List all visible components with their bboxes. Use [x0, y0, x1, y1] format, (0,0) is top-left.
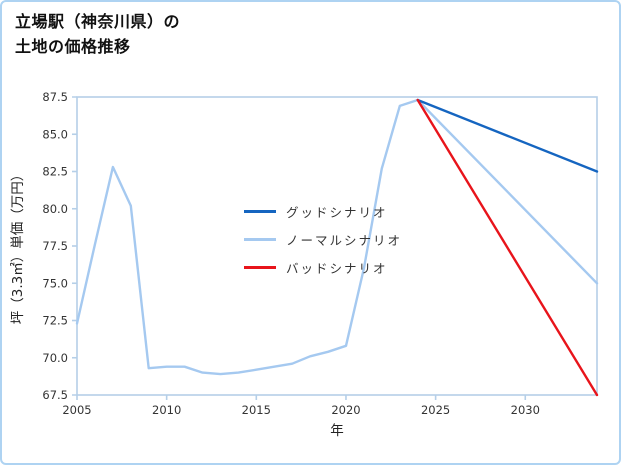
normal-scenario-line [75, 98, 599, 376]
chart-title-line2: 土地の価格推移 [15, 36, 131, 56]
chart-legend: グッドシナリオ ノーマルシナリオ バッドシナリオ [244, 204, 403, 276]
bad-scenario-line-swatch [244, 266, 276, 269]
y-tick-label: 77.5 [42, 239, 68, 253]
legend-label-bad-scenario: バッドシナリオ [286, 261, 388, 276]
legend-item-good-scenario: グッドシナリオ [244, 204, 402, 220]
y-tick-label: 70.0 [42, 351, 68, 365]
x-tick-label: 2015 [242, 403, 271, 417]
normal-scenario-line-swatch [244, 238, 276, 241]
bad-scenario-line [416, 98, 599, 397]
legend-item-bad-scenario: バッドシナリオ [244, 260, 402, 276]
x-tick-label: 2030 [511, 403, 540, 417]
y-tick-label: 87.5 [42, 90, 68, 104]
chart-title-line1: 立場駅（神奈川県）の [15, 12, 181, 31]
legend-item-normal-scenario: ノーマルシナリオ [244, 232, 403, 248]
legend-label-good-scenario: グッドシナリオ [286, 205, 388, 220]
y-tick-label: 82.5 [42, 165, 68, 179]
x-tick-label: 2025 [421, 403, 450, 417]
y-tick-label: 72.5 [42, 314, 68, 328]
legend-label-normal-scenario: ノーマルシナリオ [286, 233, 403, 248]
x-tick-label: 2020 [331, 403, 360, 417]
y-tick-label: 80.0 [42, 202, 68, 216]
chart-title: 立場駅（神奈川県）の 土地の価格推移 [15, 10, 180, 60]
x-tick-label: 2010 [152, 403, 181, 417]
x-tick-label: 2005 [62, 403, 91, 417]
good-scenario-line [416, 98, 599, 173]
y-tick-label: 75.0 [42, 276, 68, 290]
y-tick-label: 67.5 [42, 388, 68, 402]
y-tick-label: 85.0 [42, 127, 68, 141]
good-scenario-line-swatch [244, 210, 276, 213]
x-axis-label: 年 [330, 423, 344, 439]
y-axis-label: 坪（3.3㎡）単価（万円） [10, 168, 26, 324]
